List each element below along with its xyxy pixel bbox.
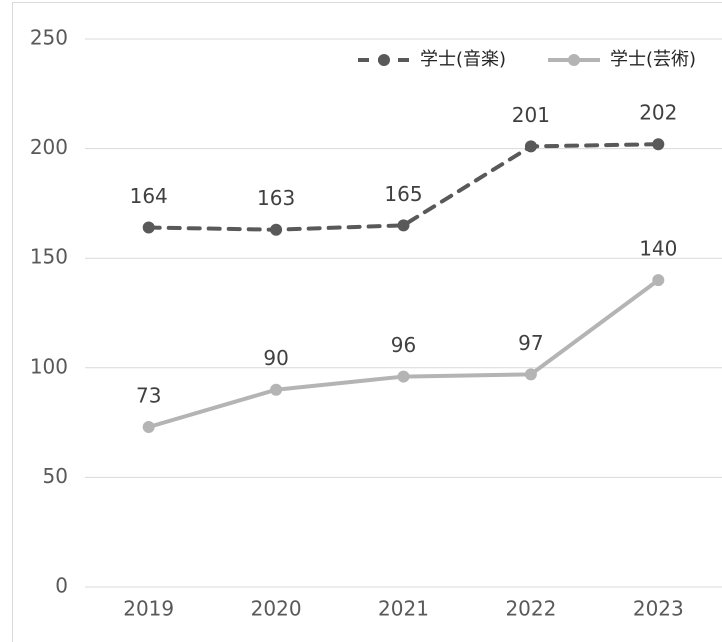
y-tick-label: 250 [30,26,68,50]
data-point [270,223,283,236]
legend-marker [378,54,390,66]
x-tick-label: 2021 [378,597,429,621]
legend-marker [568,54,580,66]
y-tick-label: 0 [55,574,68,598]
y-tick-label: 100 [30,354,68,378]
legend-label: 学士(音楽) [420,49,506,70]
data-point [397,219,410,232]
data-point [652,274,665,287]
data-point [270,383,283,396]
data-point [142,420,155,433]
series-line [146,142,661,232]
y-tick-label: 200 [30,135,68,159]
data-label: 201 [512,103,550,127]
x-tick-label: 2020 [251,597,302,621]
legend-label: 学士(芸術) [610,49,696,70]
x-tick-label: 2022 [505,597,556,621]
data-label: 97 [518,331,543,355]
chart-frame [12,2,722,642]
data-point [524,140,537,153]
data-label: 73 [136,383,161,407]
x-tick-label: 2023 [633,597,684,621]
data-point [524,368,537,381]
data-point [397,370,410,383]
data-point [142,221,155,234]
y-tick-label: 150 [30,245,68,269]
data-label: 165 [384,182,422,206]
x-tick-label: 2019 [123,597,174,621]
data-label: 90 [263,346,288,370]
data-label: 140 [639,237,677,261]
data-label: 164 [130,184,168,208]
data-label: 202 [639,101,677,125]
data-point [652,138,665,151]
data-label: 96 [391,333,416,357]
y-tick-label: 50 [43,464,68,488]
data-label: 163 [257,186,295,210]
